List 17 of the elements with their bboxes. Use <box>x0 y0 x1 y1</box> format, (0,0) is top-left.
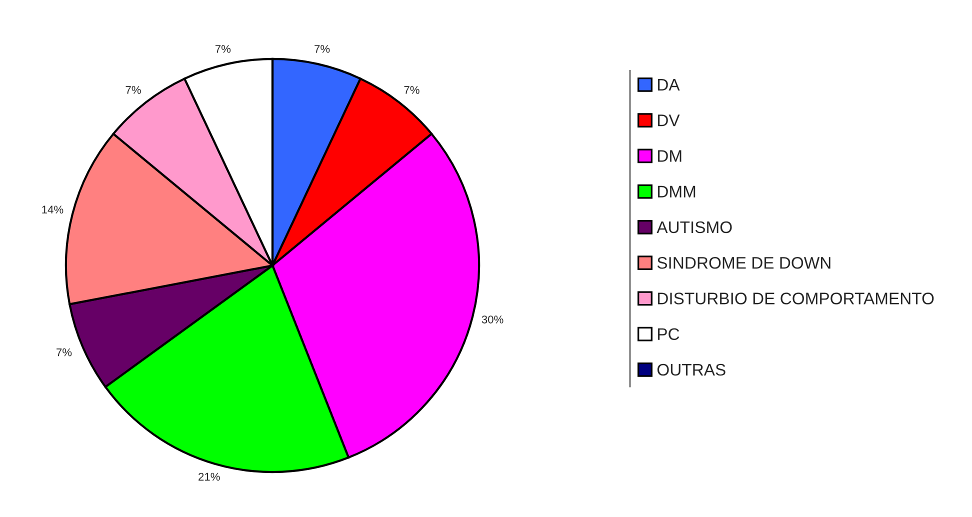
data-label: 7% <box>126 86 141 94</box>
data-label: 21% <box>198 472 220 481</box>
data-label: 7% <box>314 45 330 53</box>
legend-label: PC <box>658 328 680 340</box>
data-label: 30% <box>482 316 504 324</box>
legend-label: DISTURBIO DE COMPORTAMENTO <box>658 292 934 304</box>
legend-label: DM <box>658 150 682 162</box>
legend-label: SINDROME DE DOWN <box>657 256 830 269</box>
legend-label: DMM <box>658 186 696 198</box>
legend-label: DA <box>658 79 680 90</box>
data-label: 14% <box>42 206 64 214</box>
legend-label: OUTRAS <box>657 364 726 376</box>
data-label: 7% <box>215 45 231 53</box>
data-label: 7% <box>404 86 420 94</box>
legend-label: DV <box>658 114 680 126</box>
data-label: 7% <box>56 348 72 356</box>
legend-label: AUTISMO <box>656 221 732 234</box>
